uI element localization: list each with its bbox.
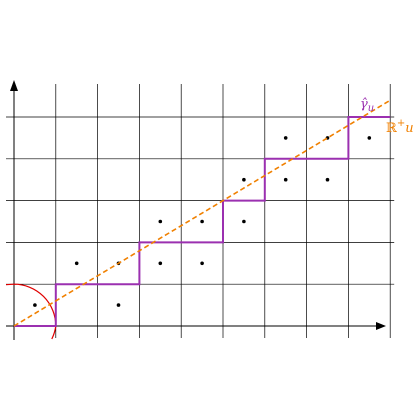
axes (6, 80, 386, 340)
gamma-hat-u-label: γ̂u (360, 97, 374, 114)
staircase-path (14, 116, 391, 327)
lattice-point (325, 177, 330, 182)
lattice-points (33, 136, 372, 307)
grid (6, 84, 395, 338)
lattice-point (283, 136, 288, 140)
ray-variable: u (405, 121, 413, 136)
gamma-subscript: u (368, 103, 374, 114)
lattice-point (367, 136, 372, 140)
lattice-point (283, 177, 288, 182)
lattice-point (200, 261, 204, 266)
lattice-point (158, 219, 163, 224)
ray-set-symbol: ℝ (386, 121, 398, 136)
ray-r-plus-u-label: ℝ+u (386, 118, 414, 136)
quarter-circle-arc (5, 283, 57, 340)
x-axis-arrowhead (376, 322, 386, 330)
lattice-point (116, 303, 121, 307)
ray-superscript: + (397, 118, 405, 129)
lattice-point (242, 177, 246, 182)
ray-dashed-line (13, 99, 391, 327)
lattice-point (158, 261, 163, 266)
lattice-point (33, 303, 37, 307)
lattice-point (200, 219, 204, 224)
lattice-point (242, 219, 246, 224)
lattice-point (74, 261, 79, 266)
y-axis-arrowhead (10, 80, 18, 91)
gamma-hat-symbol: γ̂ (360, 97, 368, 112)
